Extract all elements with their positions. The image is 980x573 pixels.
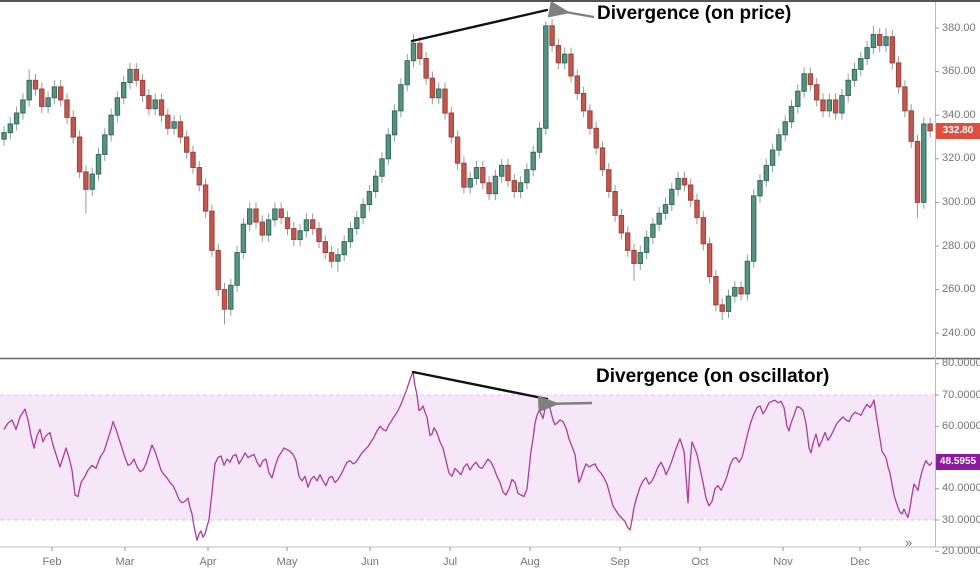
price-divergence-annotation: Divergence (on price)	[597, 3, 792, 24]
price-axis-label: 280.00	[942, 239, 976, 252]
price-axis-label: 340.00	[942, 108, 976, 121]
month-label-feb: Feb	[42, 556, 62, 568]
month-label-apr: Apr	[199, 556, 217, 568]
price-axis-label: 300.00	[942, 195, 976, 208]
oscillator-axis-label: 70.0000	[942, 388, 980, 401]
price-axis-label: 380.00	[942, 21, 976, 34]
chart-frame-lines	[0, 2, 980, 552]
month-label-may: May	[276, 556, 298, 568]
month-label-jun: Jun	[361, 556, 379, 568]
month-label-mar: Mar	[115, 556, 135, 568]
annotation-arrows	[538, 0, 595, 413]
month-label-nov: Nov	[773, 556, 793, 568]
oscillator-axis-label: 60.0000	[942, 419, 980, 432]
window-top-border	[0, 0, 980, 2]
month-label-jul: Jul	[442, 556, 458, 568]
oscillator-band	[0, 394, 935, 521]
oscillator-pane[interactable]	[0, 360, 935, 547]
candlestick-series	[1, 19, 933, 325]
last-price-badge: 332.80	[936, 122, 980, 139]
month-label-dec: Dec	[850, 556, 870, 568]
month-label-oct: Oct	[691, 556, 709, 568]
oscillator-axis-label: 30.0000	[942, 513, 980, 526]
oscillator-value-badge: 48.5955	[936, 453, 980, 470]
oscillator-divergence-annotation: Divergence (on oscillator)	[596, 366, 830, 387]
price-axis-label: 260.00	[942, 283, 976, 296]
oscillator-line	[3, 370, 933, 541]
oscillator-axis-label: 80.0000	[942, 357, 980, 370]
oscillator-axis-label: 20.0000	[942, 544, 980, 557]
divergence-trendlines	[410, 8, 549, 401]
price-pane[interactable]	[0, 2, 935, 358]
price-axis-label: 320.00	[942, 152, 976, 165]
price-axis-label: 360.00	[942, 65, 976, 78]
oscillator-axis-label: 40.0000	[942, 482, 980, 495]
price-axis-label: 240.00	[942, 326, 976, 339]
month-label-sep: Sep	[610, 556, 630, 568]
scroll-right-chevron-icon[interactable]: »	[905, 535, 913, 550]
month-label-aug: Aug	[520, 556, 540, 568]
